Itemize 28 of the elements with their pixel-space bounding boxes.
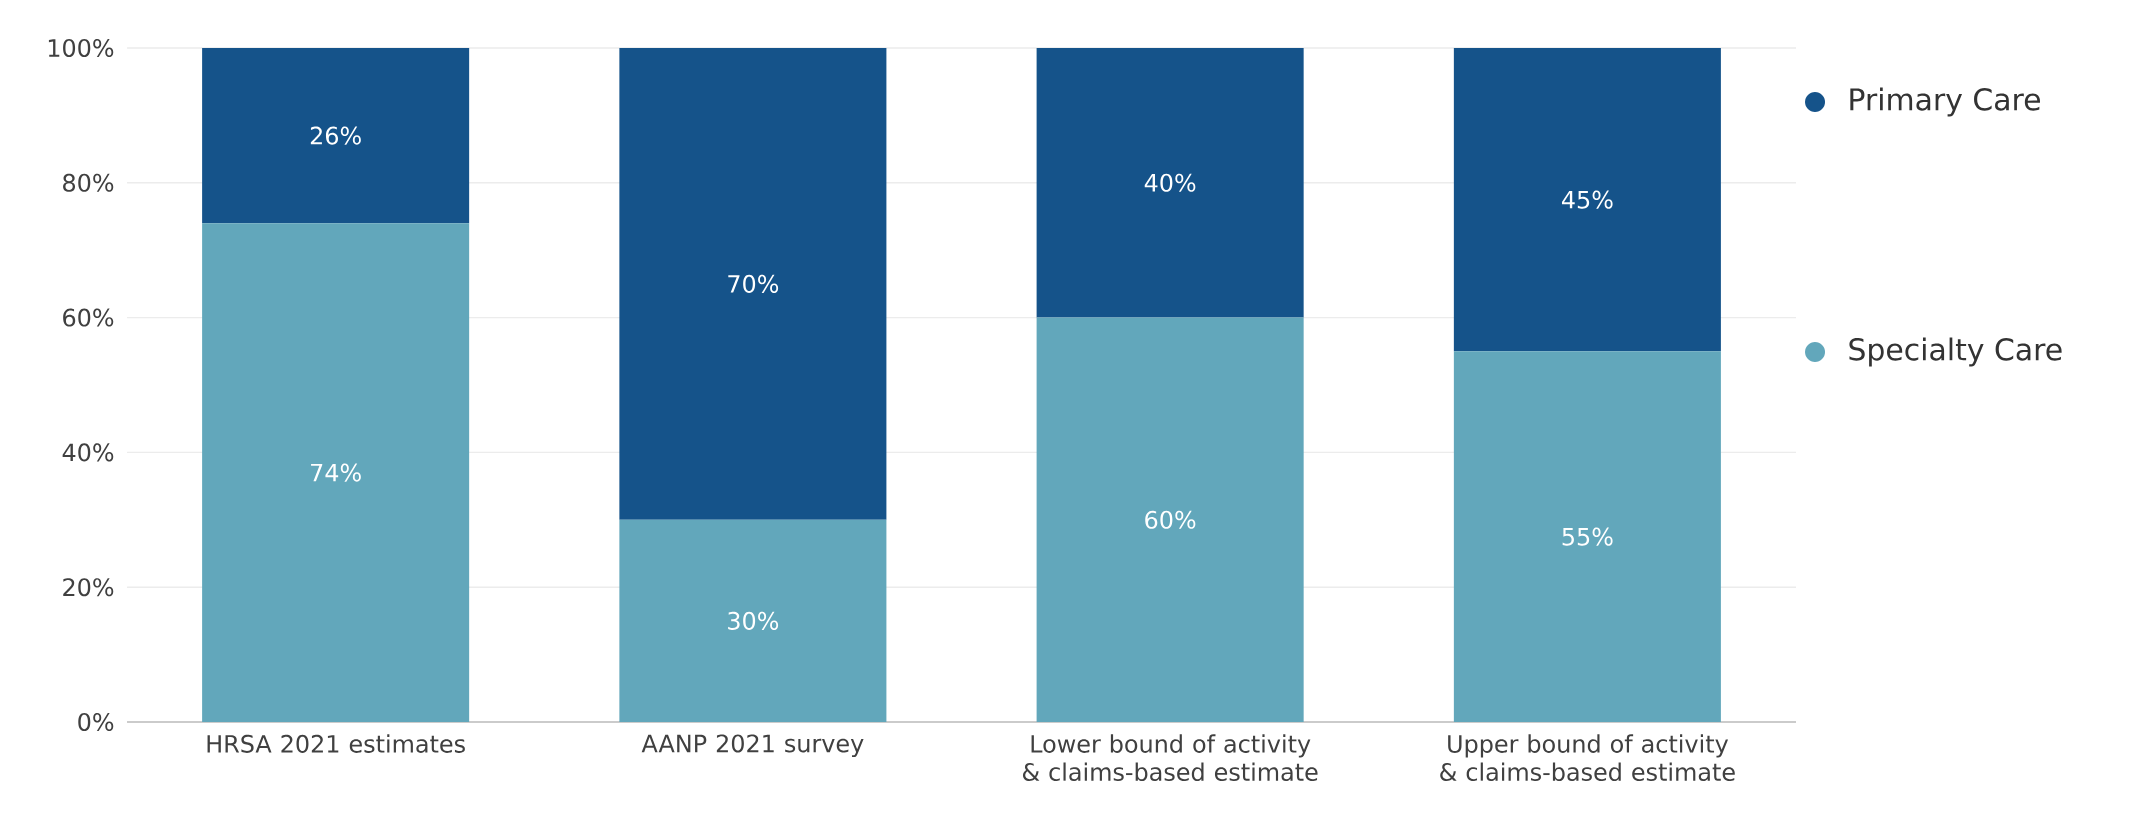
data-label: 55% [1562, 527, 1613, 546]
y-tick-label: 60% [63, 308, 114, 327]
data-label: 26% [310, 126, 361, 145]
bar [1036, 317, 1304, 722]
y-tick-label: 20% [63, 578, 114, 597]
x-tick-label: Lower bound of activity & claims-based estimate [1022, 734, 1318, 781]
y-tick-label: 40% [62, 443, 114, 462]
x-tick-label: HRSA 2021 estimates [207, 734, 465, 753]
data-label: 40% [1144, 173, 1196, 192]
data-label: 70% [728, 274, 779, 293]
data-label: 74% [311, 463, 361, 482]
bar [619, 47, 887, 520]
bar [1036, 47, 1304, 318]
bar [202, 47, 470, 224]
x-tick-label: Upper bound of activity & claims-based estimate [1440, 734, 1735, 781]
data-label: 45% [1561, 190, 1613, 209]
bar [1453, 351, 1721, 722]
data-label: 30% [728, 611, 779, 630]
legend-label: Primary Care [1850, 87, 2040, 117]
bar [202, 223, 470, 722]
y-tick-label: 80% [63, 173, 114, 192]
legend-label: Specialty Care [1849, 337, 2062, 367]
data-label: 60% [1145, 510, 1196, 529]
bar [1453, 47, 1721, 352]
x-tick-label: AANP 2021 survey [641, 734, 864, 758]
y-tick-label: 0% [78, 712, 114, 732]
bar [619, 519, 887, 722]
y-tick-label: 100% [48, 38, 114, 58]
